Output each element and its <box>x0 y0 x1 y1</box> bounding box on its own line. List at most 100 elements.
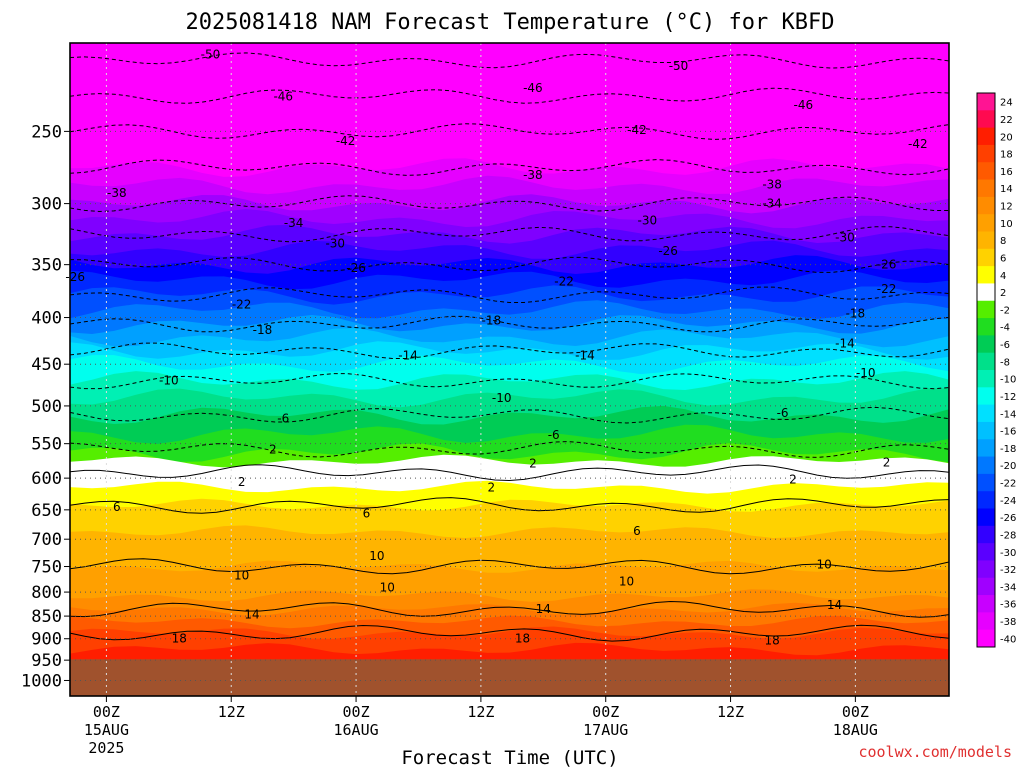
contour-label: 14 <box>827 598 842 612</box>
contour-label: -38 <box>523 168 543 182</box>
x-tick-label: 00Z <box>343 703 370 721</box>
colorbar-label: -10 <box>1000 375 1016 386</box>
colorbar-label: 24 <box>1000 98 1013 109</box>
colorbar-swatch--12 <box>977 387 995 406</box>
colorbar-swatch--20 <box>977 456 995 475</box>
colorbar-label: 12 <box>1000 202 1013 213</box>
contour-label: 10 <box>619 575 634 589</box>
contour--46 <box>69 87 950 104</box>
y-tick-label: 500 <box>31 397 62 417</box>
colorbar-label: -6 <box>1000 340 1010 351</box>
contour-label: 2 <box>238 475 246 489</box>
contour-label: -38 <box>107 186 127 200</box>
colorbar-swatch--10 <box>977 370 995 388</box>
contour--38 <box>69 159 950 176</box>
x-tick-label: 16AUG <box>333 721 378 739</box>
contour-label: -42 <box>336 134 356 148</box>
colorbar-label: -18 <box>1000 444 1016 455</box>
contour-14 <box>69 600 950 618</box>
contour-label: 6 <box>113 500 121 514</box>
contour-label: 6 <box>633 524 641 538</box>
contour-10 <box>69 558 950 575</box>
contour-label: -10 <box>492 391 512 405</box>
contour-label: -50 <box>669 59 689 73</box>
contour-label: -6 <box>548 428 560 442</box>
x-tick-label: 12Z <box>467 703 494 721</box>
colorbar-label: -24 <box>1000 496 1016 507</box>
contour-label: -22 <box>232 297 252 311</box>
contour-label: -6 <box>777 406 789 420</box>
colorbar-label: 4 <box>1000 271 1006 282</box>
contour-label: 2 <box>529 456 537 470</box>
contour--14 <box>69 342 950 359</box>
contour-label: 14 <box>536 602 551 616</box>
colorbar-swatch--28 <box>977 525 995 544</box>
contour--22 <box>69 286 950 303</box>
contour-label: -42 <box>908 137 928 151</box>
colorbar-swatch--8 <box>977 352 995 371</box>
colorbar-label: -22 <box>1000 479 1016 490</box>
y-tick-label: 550 <box>31 435 62 455</box>
x-tick-label: 18AUG <box>833 721 878 739</box>
contour-label: -6 <box>277 411 289 425</box>
contour-label: -10 <box>856 366 876 380</box>
chart-title: 2025081418 NAM Forecast Temperature (°C)… <box>185 10 834 35</box>
contour--50 <box>69 52 950 69</box>
x-tick-label: 00Z <box>93 703 120 721</box>
contour-label: -46 <box>273 90 293 104</box>
y-tick-label: 800 <box>31 583 62 603</box>
contour-label: -42 <box>627 123 647 137</box>
colorbar-label: 22 <box>1000 115 1013 126</box>
colorbar-label: 20 <box>1000 132 1013 143</box>
y-tick-label: 950 <box>31 651 62 671</box>
colorbar-label: -32 <box>1000 565 1016 576</box>
colorbar-swatch--40 <box>977 629 995 648</box>
contour-label: 10 <box>380 581 395 595</box>
colorbar-label: -36 <box>1000 600 1016 611</box>
colorbar-label: -26 <box>1000 513 1016 524</box>
colorbar-swatch--32 <box>977 560 995 579</box>
contour-label: 2 <box>487 480 495 494</box>
contour-label: -10 <box>159 374 179 388</box>
y-tick-label: 900 <box>31 630 62 650</box>
contour-label: -26 <box>65 270 85 284</box>
colorbar-label: 6 <box>1000 253 1006 264</box>
contour-label: -34 <box>762 197 782 211</box>
pressure-axis: 250 300 350 400 450 500 550 600 650 700 750 800 850 9… <box>21 122 70 691</box>
colorbar-swatch--16 <box>977 421 995 440</box>
temperature-bands <box>70 43 949 696</box>
colorbar-label: -2 <box>1000 305 1010 316</box>
contour-label: 2 <box>269 442 277 456</box>
y-tick-label: 650 <box>31 501 62 521</box>
colorbar-swatch--38 <box>977 612 995 631</box>
band-20 <box>70 642 949 660</box>
x-tick-label: 17AUG <box>583 721 628 739</box>
contour-label: -22 <box>877 282 897 296</box>
contour-label: 6 <box>363 506 371 520</box>
colorbar-label: -4 <box>1000 323 1010 334</box>
colorbar-swatch-22 <box>977 110 995 129</box>
y-tick-label: 600 <box>31 469 62 489</box>
colorbar-swatch--4 <box>977 318 995 336</box>
colorbar-swatch-2 <box>977 283 995 302</box>
contour-label: 18 <box>515 631 530 645</box>
colorbar-frame <box>976 92 996 648</box>
grid-lines <box>70 43 949 696</box>
y-tick-label: 700 <box>31 530 62 550</box>
contour-label: -14 <box>575 348 595 362</box>
colorbar-swatch--24 <box>977 491 995 509</box>
contour-label: -34 <box>284 216 304 230</box>
colorbar-swatch--26 <box>977 508 995 527</box>
colorbar: 24 22 20 18 16 14 12 10 8 6 4 2 -2 -4 -6 -8 -10 -12 -14 -16… <box>976 92 1016 648</box>
contour-label: -30 <box>638 213 658 227</box>
x-tick-label: 15AUG <box>84 721 129 739</box>
contour-label: -26 <box>658 244 678 258</box>
contour-6 <box>69 497 950 514</box>
y-tick-label: 450 <box>31 355 62 375</box>
colorbar-label: 14 <box>1000 184 1013 195</box>
colorbar-label: -40 <box>1000 634 1016 645</box>
colorbar-label: 10 <box>1000 219 1013 230</box>
colorbar-swatch-14 <box>977 179 995 198</box>
colorbar-swatch--30 <box>977 543 995 561</box>
